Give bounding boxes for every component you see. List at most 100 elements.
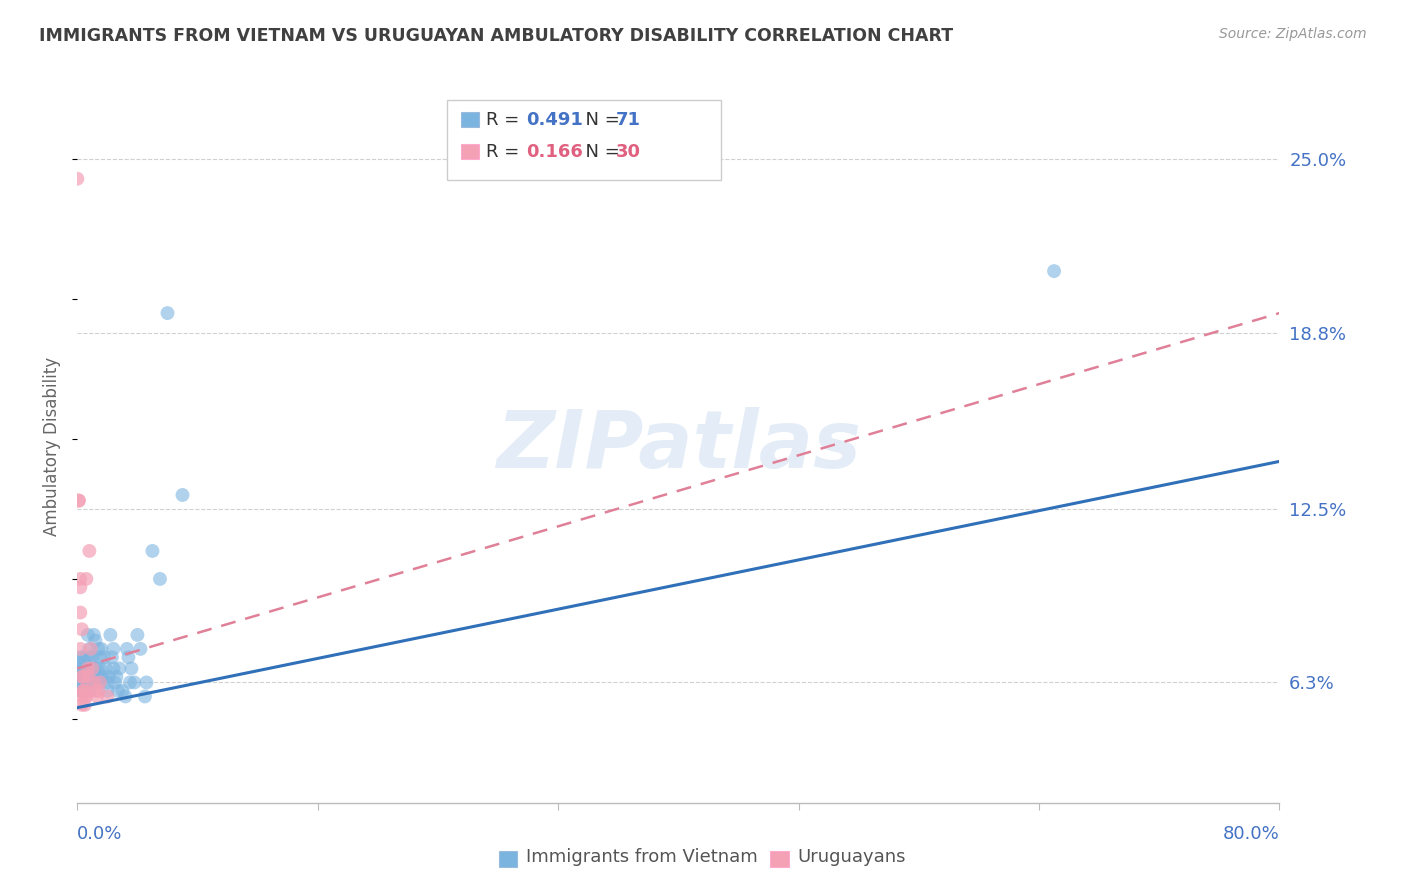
Point [75,690,97,704]
Text: R =: R = [486,111,526,128]
Point [67,493,90,508]
Point [100,628,122,642]
Point [156,306,179,320]
Point [105,670,128,684]
Point [66,171,89,186]
Text: N =: N = [574,143,626,161]
Text: Immigrants from Vietnam: Immigrants from Vietnam [526,848,758,866]
Point [172,488,194,502]
Point [75,572,97,586]
Point [89,675,111,690]
Point [70,698,93,712]
Point [80,641,103,656]
Point [72,661,94,675]
Point [82,661,104,675]
Point [84,684,107,698]
Point [69,572,91,586]
Point [141,544,163,558]
Y-axis label: Ambulatory Disability: Ambulatory Disability [44,357,62,535]
Point [120,661,142,675]
Point [70,670,93,684]
Point [69,665,91,679]
Point [91,670,114,684]
Text: 71: 71 [616,111,641,128]
Point [75,670,97,684]
Point [82,650,104,665]
Text: ZIPatlas: ZIPatlas [496,407,860,485]
Point [97,670,120,684]
Point [73,675,96,690]
Point [93,650,115,665]
Point [72,684,94,698]
Point [129,641,152,656]
Point [114,690,136,704]
Point [70,675,93,690]
Point [73,665,96,679]
Text: Uruguayans: Uruguayans [797,848,905,866]
Point [82,661,104,675]
Point [89,661,111,675]
Point [104,675,127,690]
Point [108,661,131,675]
Point [96,684,118,698]
Point [90,670,112,684]
Text: N =: N = [574,111,626,128]
Point [70,670,93,684]
Point [103,661,125,675]
Text: 0.491: 0.491 [526,111,582,128]
Point [79,641,101,656]
Point [117,650,139,665]
Point [115,641,138,656]
Point [69,650,91,665]
Point [73,698,96,712]
Text: 80.0%: 80.0% [1223,825,1279,843]
Point [79,544,101,558]
Point [72,684,94,698]
Point [83,628,105,642]
Point [101,650,124,665]
Point [70,690,93,704]
Point [83,661,105,675]
Point [103,641,125,656]
Point [149,572,172,586]
Point [67,493,90,508]
Point [89,650,111,665]
Point [69,684,91,698]
Point [66,675,89,690]
Point [94,661,117,675]
Point [72,675,94,690]
Point [73,661,96,675]
Point [90,641,112,656]
Point [118,675,141,690]
Point [70,650,93,665]
Point [76,628,98,642]
Text: R =: R = [486,143,526,161]
Point [124,675,146,690]
Point [76,661,98,675]
Text: 30: 30 [616,143,641,161]
Point [69,656,91,670]
Point [69,580,91,594]
Point [75,684,97,698]
Point [87,641,110,656]
Point [107,684,129,698]
Point [70,684,93,698]
Text: Source: ZipAtlas.com: Source: ZipAtlas.com [1219,27,1367,41]
Point [134,690,156,704]
Point [72,670,94,684]
Point [69,606,91,620]
Point [76,670,98,684]
Point [86,661,108,675]
Point [83,675,105,690]
Point [86,670,108,684]
Point [73,690,96,704]
Text: 0.0%: 0.0% [77,825,122,843]
Point [67,661,90,675]
Point [84,675,107,690]
Text: 0.166: 0.166 [526,143,582,161]
Point [79,684,101,698]
Point [69,641,91,656]
Point [73,656,96,670]
Text: IMMIGRANTS FROM VIETNAM VS URUGUAYAN AMBULATORY DISABILITY CORRELATION CHART: IMMIGRANTS FROM VIETNAM VS URUGUAYAN AMB… [39,27,953,45]
Point [72,670,94,684]
